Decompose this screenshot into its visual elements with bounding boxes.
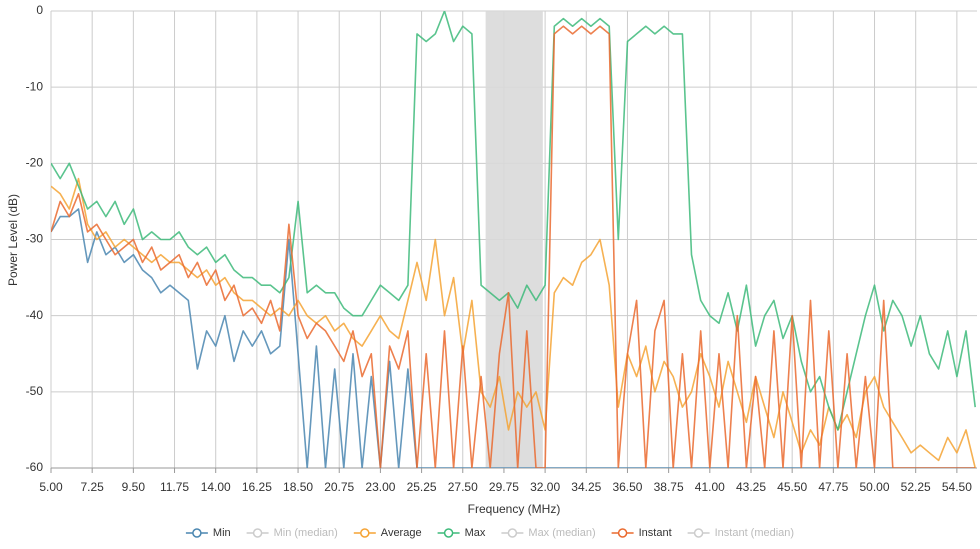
legend-marker xyxy=(360,528,370,538)
x-tick-label: 34.25 xyxy=(571,480,601,494)
y-axis-label: Power Level (dB) xyxy=(6,194,20,286)
x-tick-label: 52.25 xyxy=(901,480,931,494)
x-tick-label: 20.75 xyxy=(324,480,354,494)
x-tick-label: 5.00 xyxy=(39,480,63,494)
plot-area xyxy=(51,11,976,468)
legend-item: Instant xyxy=(611,527,672,539)
x-tick-label: 23.00 xyxy=(365,480,395,494)
y-tick-label: -40 xyxy=(26,308,44,322)
y-tick-label: -20 xyxy=(26,156,44,170)
legend-item: Max xyxy=(437,527,486,539)
x-tick-label: 32.00 xyxy=(530,480,560,494)
x-tick-label: 27.50 xyxy=(448,480,478,494)
x-axis-label: Frequency (MHz) xyxy=(468,502,561,516)
legend-label: Min (median) xyxy=(274,527,338,539)
legend-label: Average xyxy=(381,527,422,539)
series-line xyxy=(51,11,976,431)
x-tick-label: 9.50 xyxy=(122,480,146,494)
legend-label: Max xyxy=(465,527,486,539)
legend-item: Min xyxy=(185,527,231,539)
x-tick-label: 16.25 xyxy=(242,480,272,494)
legend-marker xyxy=(252,528,263,538)
legend-item: Instant (median) xyxy=(687,527,794,539)
x-tick-label: 11.75 xyxy=(160,480,189,494)
y-tick-label: 0 xyxy=(36,3,43,17)
x-tick-label: 50.00 xyxy=(860,480,890,494)
x-tick-label: 7.25 xyxy=(80,480,104,494)
x-tick-label: 14.00 xyxy=(201,480,231,494)
y-tick-label: -10 xyxy=(26,79,44,93)
legend-label: Instant (median) xyxy=(715,527,794,539)
x-tick-label: 47.75 xyxy=(818,480,848,494)
x-tick-label: 43.25 xyxy=(736,480,766,494)
legend-item: Min (median) xyxy=(246,527,338,539)
legend: Min Min (median) Average Max Max (median) Ins… xyxy=(185,527,794,539)
legend-item: Average xyxy=(353,527,422,539)
x-tick-label: 54.50 xyxy=(942,480,972,494)
x-tick-label: 38.75 xyxy=(654,480,684,494)
y-tick-label: -50 xyxy=(26,384,44,398)
legend-label: Max (median) xyxy=(528,527,595,539)
legend-marker xyxy=(443,528,454,538)
legend-label: Instant xyxy=(639,527,672,539)
x-tick-label: 25.25 xyxy=(407,480,437,494)
legend-marker xyxy=(693,528,704,538)
y-tick-label: -30 xyxy=(26,232,44,246)
legend-marker xyxy=(617,528,628,538)
y-tick-label: -60 xyxy=(26,460,44,474)
legend-item: Max (median) xyxy=(501,527,596,539)
x-tick-label: 18.50 xyxy=(283,480,313,494)
legend-marker xyxy=(192,528,202,538)
series-line xyxy=(51,25,976,468)
x-tick-label: 36.50 xyxy=(612,480,642,494)
x-tick-label: 41.00 xyxy=(695,480,725,494)
legend-label: Min xyxy=(213,527,231,539)
x-tick-label: 29.75 xyxy=(489,480,519,494)
series-line xyxy=(51,208,976,468)
x-tick-label: 45.50 xyxy=(777,480,807,494)
legend-marker xyxy=(507,528,518,538)
